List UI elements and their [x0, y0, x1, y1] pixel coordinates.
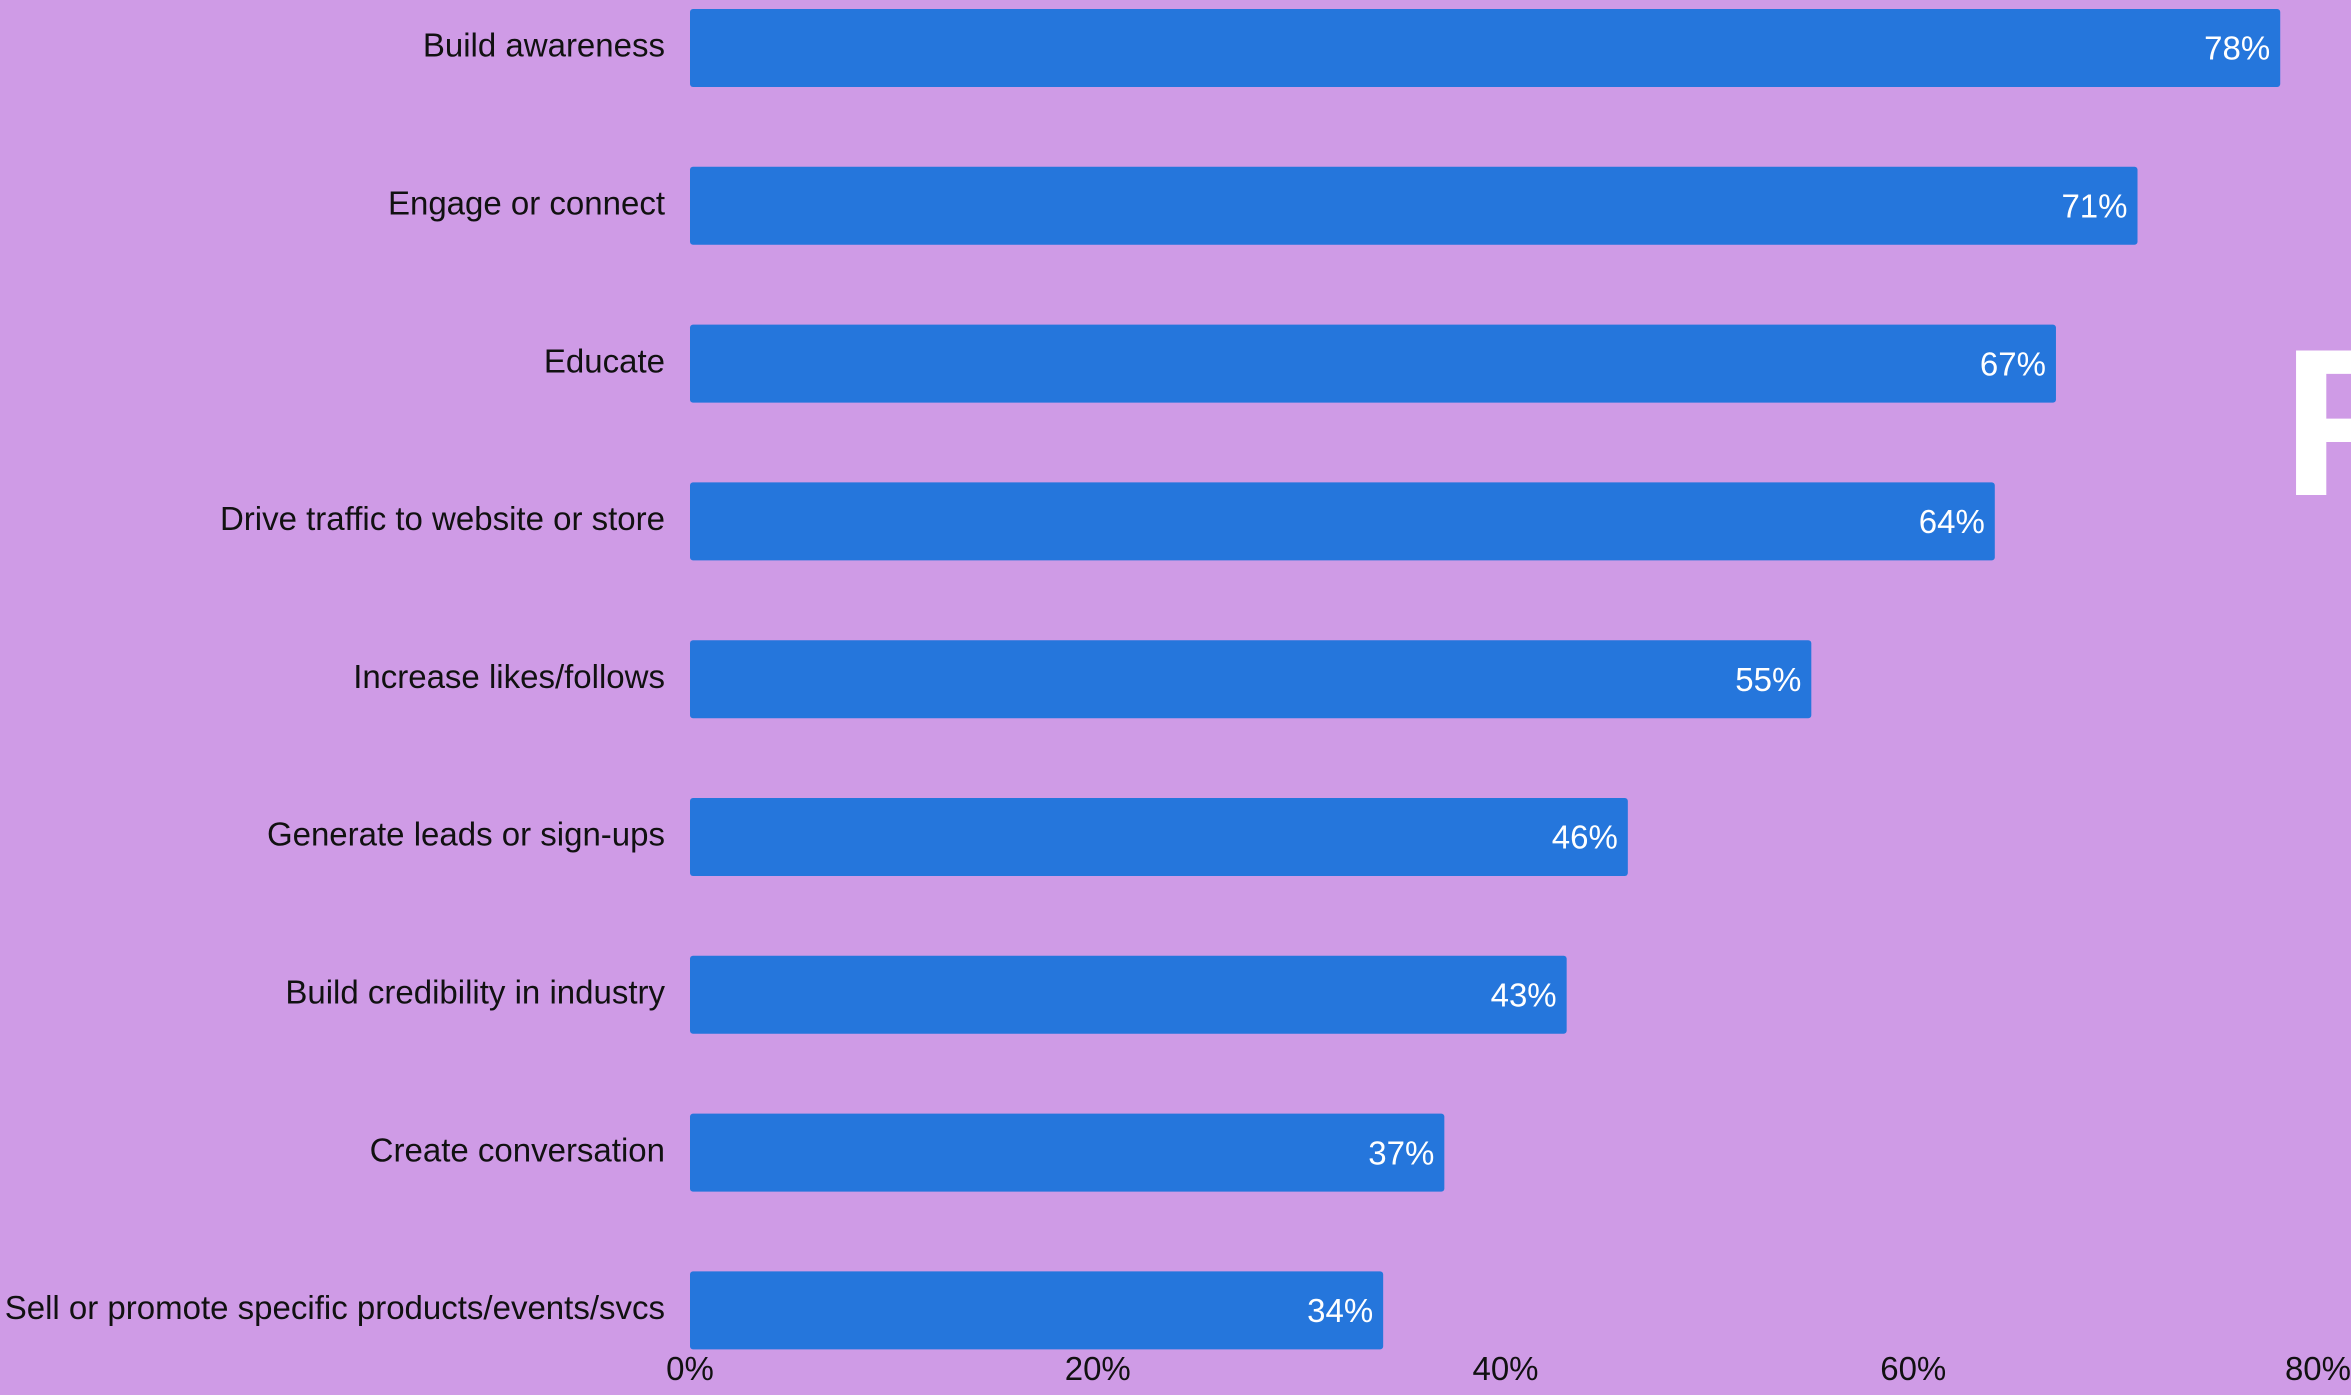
category-label: Build credibility in industry: [285, 974, 665, 1011]
bar: [690, 9, 2281, 87]
category-label: Drive traffic to website or store: [220, 500, 665, 537]
partial-side-text: F: [2282, 305, 2351, 540]
value-label: 71%: [2061, 188, 2127, 225]
bar: [690, 798, 1628, 876]
bar: [690, 482, 1995, 561]
category-label: Educate: [544, 342, 665, 379]
value-label: 64%: [1919, 503, 1985, 540]
category-label: Generate leads or sign-ups: [267, 816, 665, 853]
bar: [690, 955, 1567, 1034]
value-label: 37%: [1368, 1134, 1434, 1171]
bar: [690, 1271, 1384, 1350]
bar: [690, 1113, 1445, 1192]
bar: [690, 640, 1812, 719]
value-label: 67%: [1980, 345, 2046, 382]
category-label: Increase likes/follows: [353, 658, 665, 695]
value-label: 34%: [1307, 1292, 1373, 1329]
category-label: Sell or promote specific products/events…: [5, 1289, 665, 1326]
x-tick-label: 60%: [1880, 1350, 1946, 1387]
x-tick-label: 0%: [666, 1350, 714, 1387]
value-label: 46%: [1552, 819, 1618, 856]
x-tick-label: 80%: [2285, 1350, 2351, 1387]
category-label: Create conversation: [370, 1131, 665, 1168]
category-label: Engage or connect: [388, 185, 665, 222]
value-label: 43%: [1491, 977, 1557, 1014]
value-label: 78%: [2204, 30, 2270, 67]
bar: [690, 166, 2138, 245]
x-tick-label: 40%: [1472, 1350, 1538, 1387]
value-label: 55%: [1735, 661, 1801, 698]
bar: [690, 324, 2056, 403]
category-label: Build awareness: [423, 27, 665, 64]
x-tick-label: 20%: [1065, 1350, 1131, 1387]
